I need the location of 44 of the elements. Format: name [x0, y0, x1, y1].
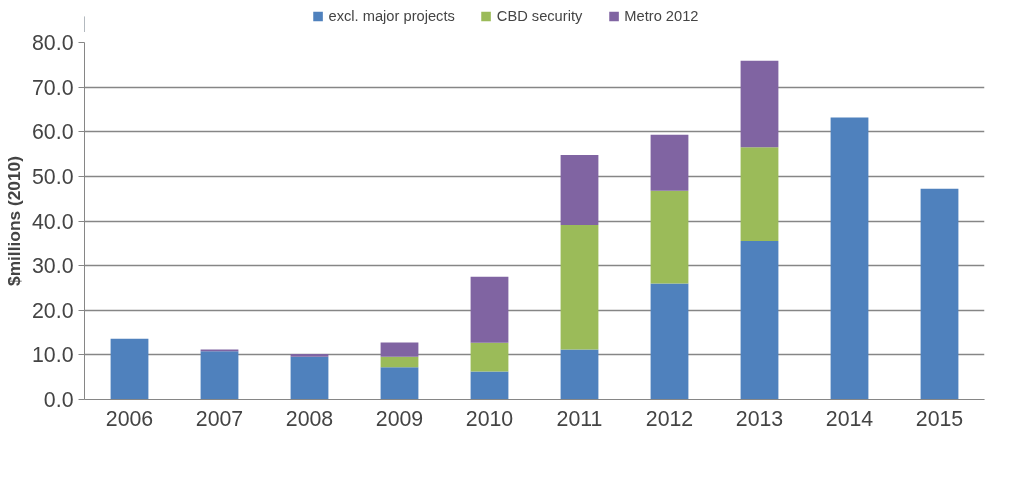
bar [560, 349, 599, 400]
bar [650, 283, 689, 400]
x-tick-label: 2013 [735, 406, 784, 431]
x-tick-label: 2007 [195, 406, 244, 431]
y-tick-label: 70.0 [31, 75, 74, 100]
x-tick-label: 2006 [105, 406, 154, 431]
bar [380, 356, 419, 368]
bar [650, 190, 689, 284]
bar [290, 356, 329, 400]
bar [740, 60, 779, 148]
bar [200, 351, 239, 400]
legend-label: CBD security [496, 8, 583, 24]
y-tick-label: 40.0 [31, 209, 74, 234]
x-tick-label: 2010 [465, 406, 514, 431]
x-tick-label: 2008 [285, 406, 334, 431]
legend-label: excl. major projects [328, 8, 455, 24]
bar [560, 225, 599, 350]
y-tick-label: 10.0 [31, 343, 74, 368]
bar [830, 117, 869, 400]
x-tick-label: 2015 [915, 406, 964, 431]
bar [380, 367, 419, 400]
y-tick-label: 30.0 [31, 254, 74, 279]
bar [650, 134, 689, 191]
y-tick-label: 60.0 [31, 120, 74, 145]
y-tick-label: 20.0 [31, 298, 74, 323]
bar [470, 276, 509, 343]
legend-label: Metro 2012 [624, 8, 699, 24]
bar [560, 154, 599, 226]
bar [470, 342, 509, 372]
y-tick-label: 80.0 [31, 31, 74, 55]
x-tick-label: 2011 [556, 406, 603, 431]
bar [470, 371, 509, 400]
x-tick-label: 2012 [645, 406, 694, 431]
bar [290, 353, 329, 357]
y-axis-title: $millions (2010) [3, 155, 24, 287]
bar [920, 188, 959, 400]
x-tick-label: 2009 [375, 406, 424, 431]
x-tick-label: 2014 [825, 406, 874, 431]
y-tick-label: 0.0 [43, 388, 74, 412]
bar [740, 147, 779, 242]
bar [110, 338, 149, 400]
bar [380, 342, 419, 357]
y-tick-label: 50.0 [31, 164, 74, 189]
bar [740, 241, 779, 400]
